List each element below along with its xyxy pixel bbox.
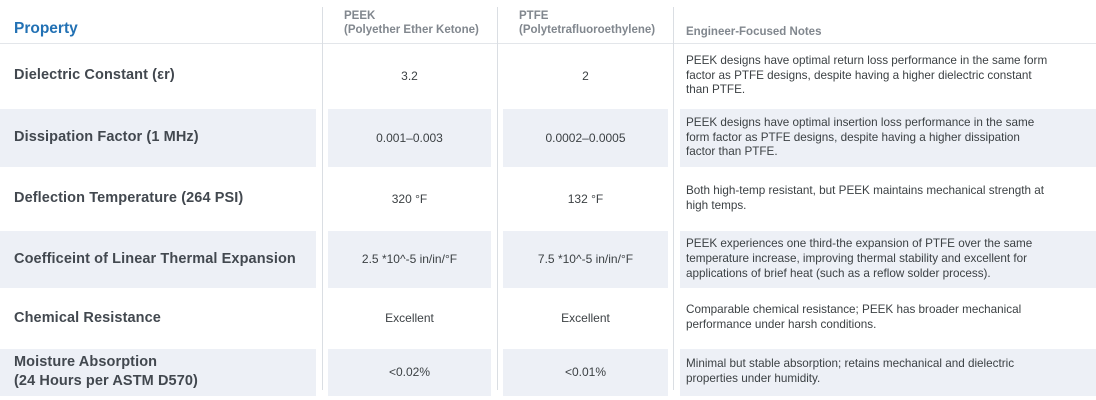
- ptfe-value-cell: 7.5 *10^-5 in/in/°F: [503, 231, 668, 288]
- table-row: Moisture Absorption (24 Hours per ASTM D…: [0, 348, 1096, 396]
- property-cell: Dielectric Constant (εr): [0, 46, 316, 106]
- header-peek: PEEK (Polyether Ether Ketone): [328, 9, 491, 43]
- table-row: Dielectric Constant (εr) 3.2 2 PEEK desi…: [0, 46, 1096, 106]
- ptfe-value-cell: <0.01%: [503, 348, 668, 396]
- header-notes-label: Engineer-Focused Notes: [686, 26, 822, 38]
- header-notes: Engineer-Focused Notes: [680, 26, 1096, 43]
- ptfe-value-cell: 0.0002–0.0005: [503, 109, 668, 167]
- ptfe-value-cell: 132 °F: [567, 192, 604, 206]
- property-label: Moisture Absorption: [14, 353, 158, 370]
- property-cell: Moisture Absorption (24 Hours per ASTM D…: [0, 348, 316, 396]
- peek-value-cell: 0.001–0.003: [328, 109, 491, 167]
- property-cell: Deflection Temperature (264 PSI): [0, 170, 316, 228]
- header-peek-name: PEEK: [344, 9, 376, 22]
- table-row: Deflection Temperature (264 PSI) 320 °F …: [0, 170, 1096, 228]
- peek-value-cell: 3.2: [401, 69, 418, 83]
- column-divider: [673, 7, 674, 390]
- header-ptfe-name: PTFE: [519, 9, 549, 22]
- table-row: Coefficeint of Linear Thermal Expansion …: [0, 231, 1096, 288]
- notes-cell: Both high-temp resistant, but PEEK maint…: [686, 184, 1044, 212]
- peek-value-cell: 320 °F: [391, 192, 428, 206]
- table-row: Chemical Resistance Excellent Excellent …: [0, 291, 1096, 346]
- ptfe-value-cell: 2: [582, 69, 589, 83]
- property-label-line2: (24 Hours per ASTM D570): [14, 373, 198, 390]
- peek-value-cell: 2.5 *10^-5 in/in/°F: [328, 231, 491, 288]
- property-label: Dielectric Constant (εr): [14, 67, 175, 84]
- header-divider: [0, 43, 1096, 44]
- property-cell: Dissipation Factor (1 MHz): [0, 109, 316, 167]
- notes-cell: PEEK experiences one third-the expansion…: [680, 231, 1096, 288]
- notes-cell: PEEK designs have optimal return loss pe…: [686, 53, 1048, 97]
- column-divider: [322, 7, 323, 390]
- ptfe-value-cell: Excellent: [561, 311, 610, 326]
- header-peek-subtitle: (Polyether Ether Ketone): [344, 24, 479, 37]
- property-cell: Coefficeint of Linear Thermal Expansion: [0, 231, 316, 288]
- peek-value-cell: <0.02%: [328, 348, 491, 396]
- property-label: Deflection Temperature (264 PSI): [14, 190, 244, 207]
- header-ptfe: PTFE (Polytetrafluoroethylene): [503, 9, 668, 43]
- property-cell: Chemical Resistance: [0, 291, 316, 346]
- header-property-label: Property: [14, 20, 78, 37]
- column-divider: [497, 7, 498, 390]
- table-row: Dissipation Factor (1 MHz) 0.001–0.003 0…: [0, 109, 1096, 167]
- table-header: Property PEEK (Polyether Ether Ketone) P…: [0, 0, 1096, 43]
- notes-cell: PEEK designs have optimal insertion loss…: [680, 109, 1096, 167]
- peek-value-cell: Excellent: [385, 311, 434, 326]
- notes-cell: Comparable chemical resistance; PEEK has…: [686, 303, 1022, 332]
- property-label: Dissipation Factor (1 MHz): [14, 129, 199, 146]
- table-body: Dielectric Constant (εr) 3.2 2 PEEK desi…: [0, 44, 1096, 396]
- property-label: Chemical Resistance: [14, 309, 161, 326]
- header-ptfe-subtitle: (Polytetrafluoroethylene): [519, 24, 656, 37]
- notes-cell: Minimal but stable absorption; retains m…: [680, 348, 1096, 396]
- header-property: Property: [0, 20, 316, 43]
- property-label: Coefficeint of Linear Thermal Expansion: [14, 250, 296, 267]
